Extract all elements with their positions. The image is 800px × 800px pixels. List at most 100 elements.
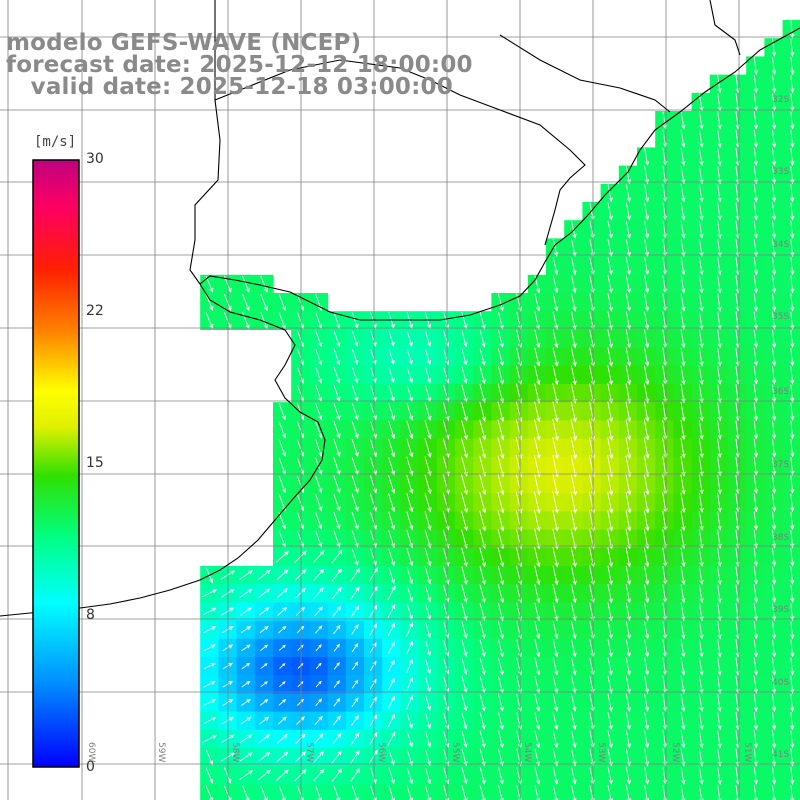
- wind-arrow: [260, 312, 268, 329]
- wind-arrow: [425, 349, 431, 365]
- wind-arrow: [790, 639, 794, 657]
- wind-arrow: [570, 639, 576, 657]
- wind-arrow: [388, 678, 395, 691]
- wind-arrow-head: [572, 454, 578, 460]
- wind-arrow-head: [572, 361, 577, 367]
- wind-arrow: [279, 663, 286, 669]
- wind-arrow-head: [336, 797, 341, 800]
- wind-arrow: [351, 715, 359, 726]
- wind-arrow-head: [354, 506, 359, 512]
- wind-arrow: [625, 311, 630, 330]
- wind-arrow: [772, 548, 775, 566]
- wind-arrow: [333, 698, 340, 707]
- wind-arrow-head: [790, 525, 795, 531]
- wind-arrow-head: [790, 197, 795, 203]
- wind-arrow: [388, 456, 395, 475]
- wind-arrow: [662, 529, 667, 549]
- wind-arrow-head: [644, 743, 650, 749]
- wind-arrow-head: [336, 624, 341, 630]
- wind-arrow: [388, 548, 395, 566]
- wind-arrow-head: [409, 561, 414, 567]
- wind-arrow-head: [608, 688, 613, 694]
- wind-arrow: [425, 622, 431, 638]
- wind-arrow-head: [790, 161, 795, 167]
- wind-arrow-head: [771, 70, 777, 75]
- wind-arrow: [424, 748, 431, 766]
- wind-arrow-head: [790, 33, 795, 39]
- wind-arrow: [772, 657, 775, 675]
- wind-arrow: [735, 712, 739, 730]
- wind-arrow: [534, 418, 540, 441]
- wind-arrow: [278, 403, 286, 420]
- wind-arrow: [313, 569, 324, 582]
- wind-arrow: [607, 455, 613, 477]
- wind-arrow-head: [644, 325, 650, 331]
- wind-arrow-head: [283, 569, 289, 574]
- wind-arrow: [735, 621, 739, 639]
- wind-arrow: [552, 694, 558, 711]
- wind-arrow: [698, 438, 703, 458]
- wind-arrow: [277, 607, 287, 616]
- wind-arrow-head: [481, 634, 486, 639]
- wind-arrow-head: [282, 606, 288, 612]
- wind-arrow: [406, 659, 413, 673]
- wind-arrow: [242, 293, 250, 311]
- wind-arrow-head: [717, 453, 722, 459]
- wind-arrow: [296, 330, 304, 347]
- wind-arrow: [479, 401, 486, 421]
- wind-arrow: [735, 675, 739, 693]
- wind-arrow: [753, 675, 757, 693]
- wind-arrow: [350, 732, 360, 745]
- wind-arrow-head: [572, 634, 577, 640]
- wind-arrow-head: [463, 508, 468, 513]
- wind-arrow: [680, 547, 685, 567]
- wind-arrow: [717, 584, 721, 603]
- wind-arrow: [497, 565, 504, 585]
- wind-arrow-head: [518, 435, 523, 441]
- wind-arrow-head: [499, 398, 505, 404]
- wind-arrow-head: [554, 580, 559, 586]
- wind-arrow-head: [409, 415, 414, 421]
- wind-arrow-head: [699, 197, 704, 203]
- wind-arrow-head: [281, 306, 286, 312]
- lon-label: 52W: [670, 742, 680, 763]
- wind-arrow: [662, 455, 667, 476]
- wind-speed-cell: [491, 784, 511, 800]
- wind-arrow: [279, 681, 286, 688]
- wind-arrow: [424, 548, 431, 566]
- wind-arrow-head: [790, 343, 795, 349]
- wind-arrow: [625, 620, 630, 639]
- wind-arrow-head: [753, 416, 759, 422]
- wind-arrow-head: [626, 380, 632, 386]
- wind-arrow-head: [445, 360, 450, 366]
- wind-arrow: [772, 730, 775, 748]
- wind-arrow: [278, 421, 286, 438]
- wind-arrow-head: [681, 416, 686, 422]
- wind-arrow-head: [572, 688, 577, 694]
- wind-arrow: [644, 766, 649, 784]
- wind-arrow-head: [681, 779, 686, 785]
- wind-arrow: [644, 584, 649, 603]
- wind-arrow: [753, 402, 757, 421]
- wind-arrow: [662, 584, 667, 603]
- wind-arrow: [552, 365, 558, 385]
- wind-arrow-head: [536, 743, 541, 749]
- wind-arrow-head: [426, 651, 431, 657]
- wind-arrow-head: [409, 452, 414, 458]
- wind-arrow: [351, 662, 358, 671]
- wind-arrow-head: [644, 343, 650, 349]
- wind-arrow: [515, 455, 522, 477]
- wind-arrow: [406, 349, 413, 365]
- wind-arrow-head: [644, 779, 650, 785]
- lon-label: 55W: [450, 742, 460, 763]
- wind-arrow-head: [699, 743, 704, 749]
- wind-arrow: [240, 607, 252, 616]
- wind-arrow: [388, 385, 395, 402]
- wind-arrow: [790, 730, 794, 748]
- wind-arrow: [662, 129, 667, 147]
- wind-arrow: [315, 512, 322, 529]
- wind-arrow: [680, 437, 685, 458]
- wind-arrow-head: [211, 607, 217, 612]
- wind-arrow-head: [264, 625, 269, 630]
